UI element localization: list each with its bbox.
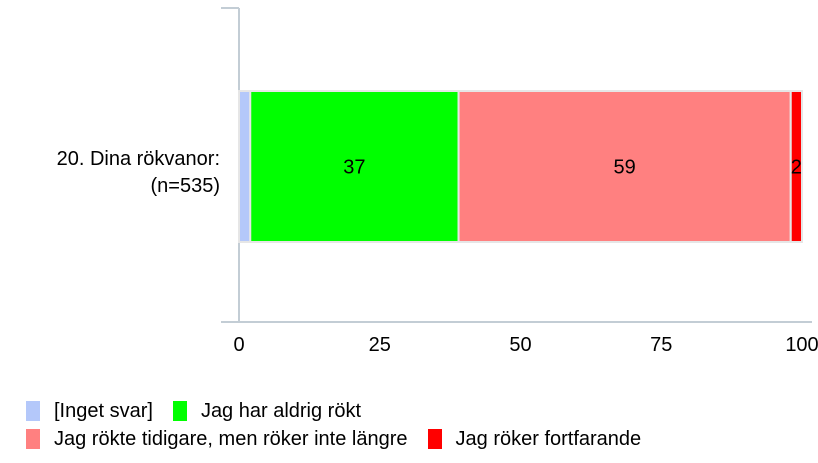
- legend-row-1: [Inget svar] Jag har aldrig rökt: [26, 397, 816, 425]
- x-tick-label-1: 25: [369, 334, 391, 356]
- legend-label-inget-svar: [Inget svar]: [54, 400, 153, 422]
- bar-data-label-1: 37: [343, 157, 365, 179]
- x-tick-label-3: 75: [650, 334, 672, 356]
- legend-item-inget-svar: [Inget svar]: [26, 401, 153, 421]
- legend-label-rokte-tidigare: Jag rökte tidigare, men röker inte längr…: [54, 428, 408, 450]
- bar-segment-2: [457, 90, 792, 243]
- x-tick-label-2: 50: [509, 334, 531, 356]
- legend-item-rokte-tidigare: Jag rökte tidigare, men röker inte längr…: [26, 429, 408, 449]
- x-axis-ticks: 0 25 50 75 100: [233, 334, 818, 356]
- legend-swatch-inget-svar: [26, 401, 40, 421]
- bar-segment-0: [238, 90, 252, 243]
- legend-swatch-aldrig-rokt: [172, 401, 187, 421]
- legend-item-roker-fortfarande: Jag röker fortfarande: [427, 428, 642, 450]
- bar-segment-1: [249, 90, 460, 243]
- bar-segment-3: [789, 90, 803, 243]
- legend-label-roker-fortfarande: Jag röker fortfarande: [455, 428, 642, 450]
- plot-area: 37 59 2 0 25 50 75 100 20. Dina rökvanor: (n=5…: [57, 7, 818, 356]
- legend-label-aldrig-rokt: Jag har aldrig rökt: [200, 400, 362, 422]
- legend-swatch-roker-fortfarande: [427, 429, 442, 449]
- x-tick-label-0: 0: [233, 334, 244, 356]
- legend-row-2: Jag rökte tidigare, men röker inte längr…: [26, 425, 816, 453]
- category-sublabel: (n=535): [151, 175, 221, 197]
- x-tick-label-4: 100: [785, 334, 818, 356]
- bar-data-label-3: 2: [791, 157, 802, 179]
- category-label: 20. Dina rökvanor:: [57, 148, 220, 170]
- bar-data-labels: 37 59 2: [343, 157, 802, 179]
- legend-swatch-rokte-tidigare: [26, 429, 40, 449]
- bar-segments: [238, 90, 803, 243]
- legend-item-aldrig-rokt: Jag har aldrig rökt: [172, 400, 362, 422]
- legend: [Inget svar] Jag har aldrig rökt Jag rök…: [26, 397, 816, 453]
- bar-data-label-2: 59: [614, 157, 636, 179]
